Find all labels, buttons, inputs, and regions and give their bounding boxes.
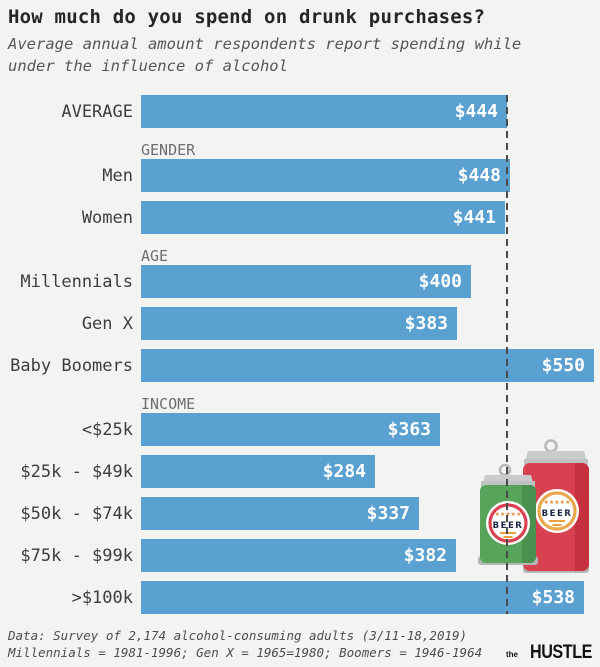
stars-icon: ★★★★★ bbox=[544, 499, 571, 506]
bar-value-label: $400 bbox=[418, 271, 462, 292]
section-header: AGE bbox=[141, 247, 169, 265]
chart-rows: AVERAGE $444 GENDER Men $448 Women $441 AGE Mill… bbox=[0, 95, 600, 623]
bar-value-label: $363 bbox=[387, 419, 431, 440]
page-title: How much do you spend on drunk purchases… bbox=[8, 6, 486, 28]
bar-value-label: $337 bbox=[366, 503, 410, 524]
row-label: $75k - $99k bbox=[20, 545, 133, 566]
bar: $441 bbox=[141, 201, 505, 234]
row-label: Women bbox=[81, 207, 133, 228]
bar-row: $50k - $74k $337 bbox=[0, 497, 600, 530]
bar-row: >$100k $538 bbox=[0, 581, 600, 614]
bar-value-label: $382 bbox=[403, 545, 447, 566]
bar-row: Women $441 bbox=[0, 201, 600, 234]
beer-can-red-icon: ★★★★★ BEER bbox=[523, 439, 589, 573]
bar-value-label: $448 bbox=[457, 165, 501, 186]
row-label: <$25k bbox=[81, 419, 133, 440]
beer-can-green-label: BEER bbox=[493, 521, 524, 531]
chart-subtitle: Average annual amount respondents report… bbox=[8, 33, 521, 77]
section-header: GENDER bbox=[141, 141, 196, 159]
beer-can-red-label: BEER bbox=[542, 509, 573, 519]
source-note-line-2: Millennials = 1981-1996; Gen X = 1965=19… bbox=[8, 645, 483, 660]
row-label: Millennials bbox=[20, 271, 133, 292]
logo-prefix: the bbox=[506, 650, 518, 659]
row-label: Men bbox=[102, 165, 133, 186]
bar-value-label: $441 bbox=[452, 207, 496, 228]
bar-value-label: $284 bbox=[322, 461, 366, 482]
bar-row: Millennials $400 bbox=[0, 265, 600, 298]
bar-row: AVERAGE $444 bbox=[0, 95, 600, 128]
row-label: $25k - $49k bbox=[20, 461, 133, 482]
stars-icon: ★★★★★ bbox=[495, 511, 522, 518]
bar-value-label: $550 bbox=[541, 355, 585, 376]
bar: $538 bbox=[141, 581, 584, 614]
bar: $363 bbox=[141, 413, 440, 446]
bar-row: Baby Boomers $550 bbox=[0, 349, 600, 382]
row-label: AVERAGE bbox=[61, 101, 133, 122]
bar-value-label: $383 bbox=[404, 313, 448, 334]
section-header: INCOME bbox=[141, 395, 196, 413]
bar: $382 bbox=[141, 539, 456, 572]
bar: $550 bbox=[141, 349, 594, 382]
bar: $383 bbox=[141, 307, 457, 340]
subtitle-line-1: Average annual amount respondents report… bbox=[8, 35, 522, 53]
bar: $448 bbox=[141, 159, 510, 192]
row-label: Gen X bbox=[81, 313, 133, 334]
bar-value-label: $444 bbox=[454, 101, 498, 122]
row-label: Baby Boomers bbox=[10, 355, 133, 376]
bar-row: Men $448 bbox=[0, 159, 600, 192]
row-label: $50k - $74k bbox=[20, 503, 133, 524]
bar-row: <$25k $363 bbox=[0, 413, 600, 446]
beer-can-green-icon: ★★★★★ BEER bbox=[478, 463, 538, 565]
beer-cans-illustration: ★★★★★ BEER ★★★★★ BEER bbox=[478, 439, 589, 573]
bar-row: Gen X $383 bbox=[0, 307, 600, 340]
row-label: >$100k bbox=[71, 587, 133, 608]
bar-row: $75k - $99k $382 bbox=[0, 539, 600, 572]
hustle-logo: the HUSTLE bbox=[506, 642, 592, 663]
source-notes: Data: Survey of 2,174 alcohol-consuming … bbox=[8, 627, 482, 661]
bar-row: $25k - $49k $284 bbox=[0, 455, 600, 488]
bar: $444 bbox=[141, 95, 507, 128]
logo-name: HUSTLE bbox=[529, 642, 592, 663]
bar: $337 bbox=[141, 497, 419, 530]
source-note-line-1: Data: Survey of 2,174 alcohol-consuming … bbox=[8, 628, 468, 643]
average-reference-dashed-line bbox=[506, 95, 508, 614]
bar-value-label: $538 bbox=[531, 587, 575, 608]
bar: $400 bbox=[141, 265, 471, 298]
bar: $284 bbox=[141, 455, 375, 488]
subtitle-line-2: under the influence of alcohol bbox=[8, 57, 288, 75]
